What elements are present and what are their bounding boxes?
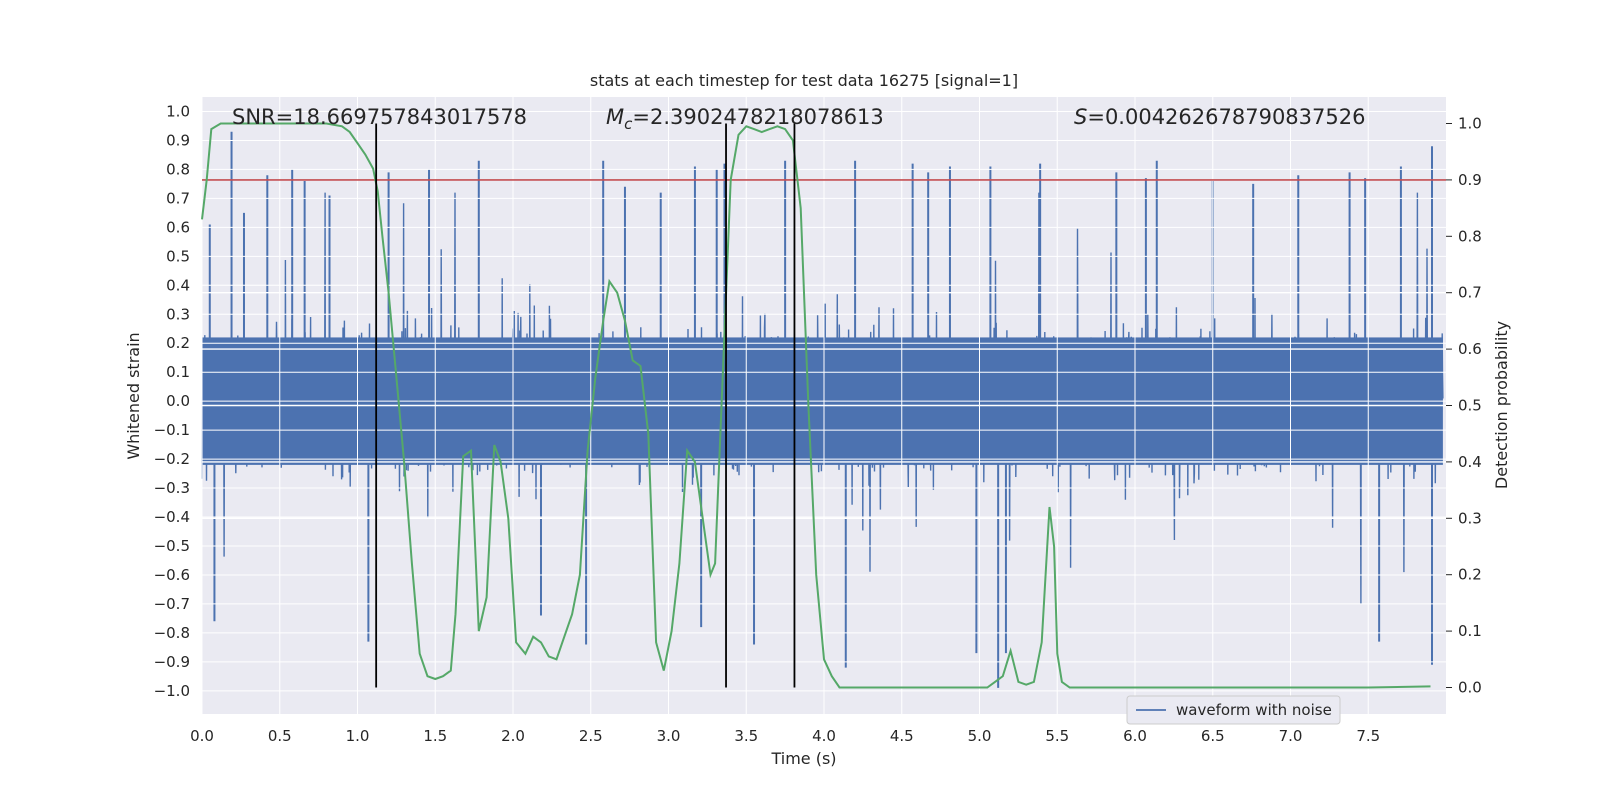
x-tick-label: 0.5 (268, 727, 292, 745)
x-tick-label: 2.5 (579, 727, 603, 745)
y-tick-label: −0.3 (154, 479, 190, 497)
y-tick-label: −0.2 (154, 450, 190, 468)
y-tick-label: −0.4 (154, 508, 190, 526)
x-tick-label: 5.5 (1045, 727, 1069, 745)
y-tick-label: 0.7 (166, 189, 190, 207)
x-tick-label: 7.0 (1279, 727, 1303, 745)
y-tick-label: −0.5 (154, 537, 190, 555)
s-value: =0.004262678790837526 (1087, 105, 1365, 129)
x-tick-label: 2.0 (501, 727, 525, 745)
y2-tick-label: 0.9 (1458, 171, 1482, 189)
y-tick-label: 0.2 (166, 334, 190, 352)
x-tick-label: 6.5 (1201, 727, 1225, 745)
chirp-mass-symbol: M (606, 105, 624, 129)
y-tick-label: 0.0 (166, 392, 190, 410)
x-tick-label: 5.0 (968, 727, 992, 745)
y2-tick-label: 1.0 (1458, 115, 1482, 133)
y-tick-label: 0.9 (166, 131, 190, 149)
y-tick-label: −0.6 (154, 566, 190, 584)
y2-tick-label: 0.4 (1458, 453, 1482, 471)
y2-axis-label: Detection probability (1492, 321, 1511, 489)
legend-box (1126, 695, 1341, 725)
y-tick-label: −1.0 (154, 682, 190, 700)
x-tick-label: 0.0 (190, 727, 214, 745)
y-tick-label: 0.5 (166, 247, 190, 265)
x-tick-label: 4.0 (812, 727, 836, 745)
event-markers (375, 123, 796, 688)
s-annotation: S=0.004262678790837526 (1074, 105, 1365, 129)
legend-label-waveform: waveform with noise (1176, 701, 1332, 719)
y2-tick-label: 0.2 (1458, 566, 1482, 584)
y-tick-label: −0.1 (154, 421, 190, 439)
y2-tick-label: 0.1 (1458, 622, 1482, 640)
s-symbol: S (1074, 105, 1087, 129)
y-tick-label: −0.7 (154, 595, 190, 613)
y-axis-label: Whitened strain (124, 332, 143, 459)
chirp-mass-annotation: Mc=2.3902478218078613 (606, 105, 884, 133)
x-tick-label: 1.0 (346, 727, 370, 745)
probability-line (201, 122, 1431, 689)
x-tick-label: 6.0 (1123, 727, 1147, 745)
y-tick-label: 0.6 (166, 218, 190, 236)
y-tick-label: 0.1 (166, 363, 190, 381)
chirp-mass-subscript: c (624, 115, 633, 133)
y2-tick-label: 0.5 (1458, 397, 1482, 415)
x-tick-label: 7.5 (1356, 727, 1380, 745)
y-tick-label: 0.4 (166, 276, 190, 294)
grid-lines (201, 97, 1446, 714)
probability-series (201, 122, 1431, 689)
chirp-mass-value: =2.3902478218078613 (632, 105, 883, 129)
y2-tick-label: 0.3 (1458, 509, 1482, 527)
snr-annotation: SNR=18.669757843017578 (232, 105, 527, 129)
y2-tick-label: 0.8 (1458, 227, 1482, 245)
x-tick-label: 1.5 (423, 727, 447, 745)
y-tick-label: 0.3 (166, 305, 190, 323)
y-tick-label: −0.8 (154, 624, 190, 642)
y2-tick-label: 0.6 (1458, 340, 1482, 358)
y-tick-label: −0.9 (154, 653, 190, 671)
x-tick-label: 3.5 (734, 727, 758, 745)
y-tick-label: 0.8 (166, 160, 190, 178)
x-tick-label: 4.5 (890, 727, 914, 745)
x-axis-label: Time (s) (770, 749, 836, 768)
y2-tick-label: 0.0 (1458, 678, 1482, 696)
x-tick-label: 3.0 (657, 727, 681, 745)
legend: waveform with noise (1126, 695, 1341, 725)
axes: 0.0 0.5 1.0 1.5 2.0 2.5 3.0 3.5 4.0 4.5 5.0 5.5 6.0 6… (154, 102, 1482, 745)
y2-tick-label: 0.7 (1458, 284, 1482, 302)
y-tick-label: 1.0 (166, 102, 190, 120)
chart-title: stats at each timestep for test data 162… (590, 71, 1018, 90)
